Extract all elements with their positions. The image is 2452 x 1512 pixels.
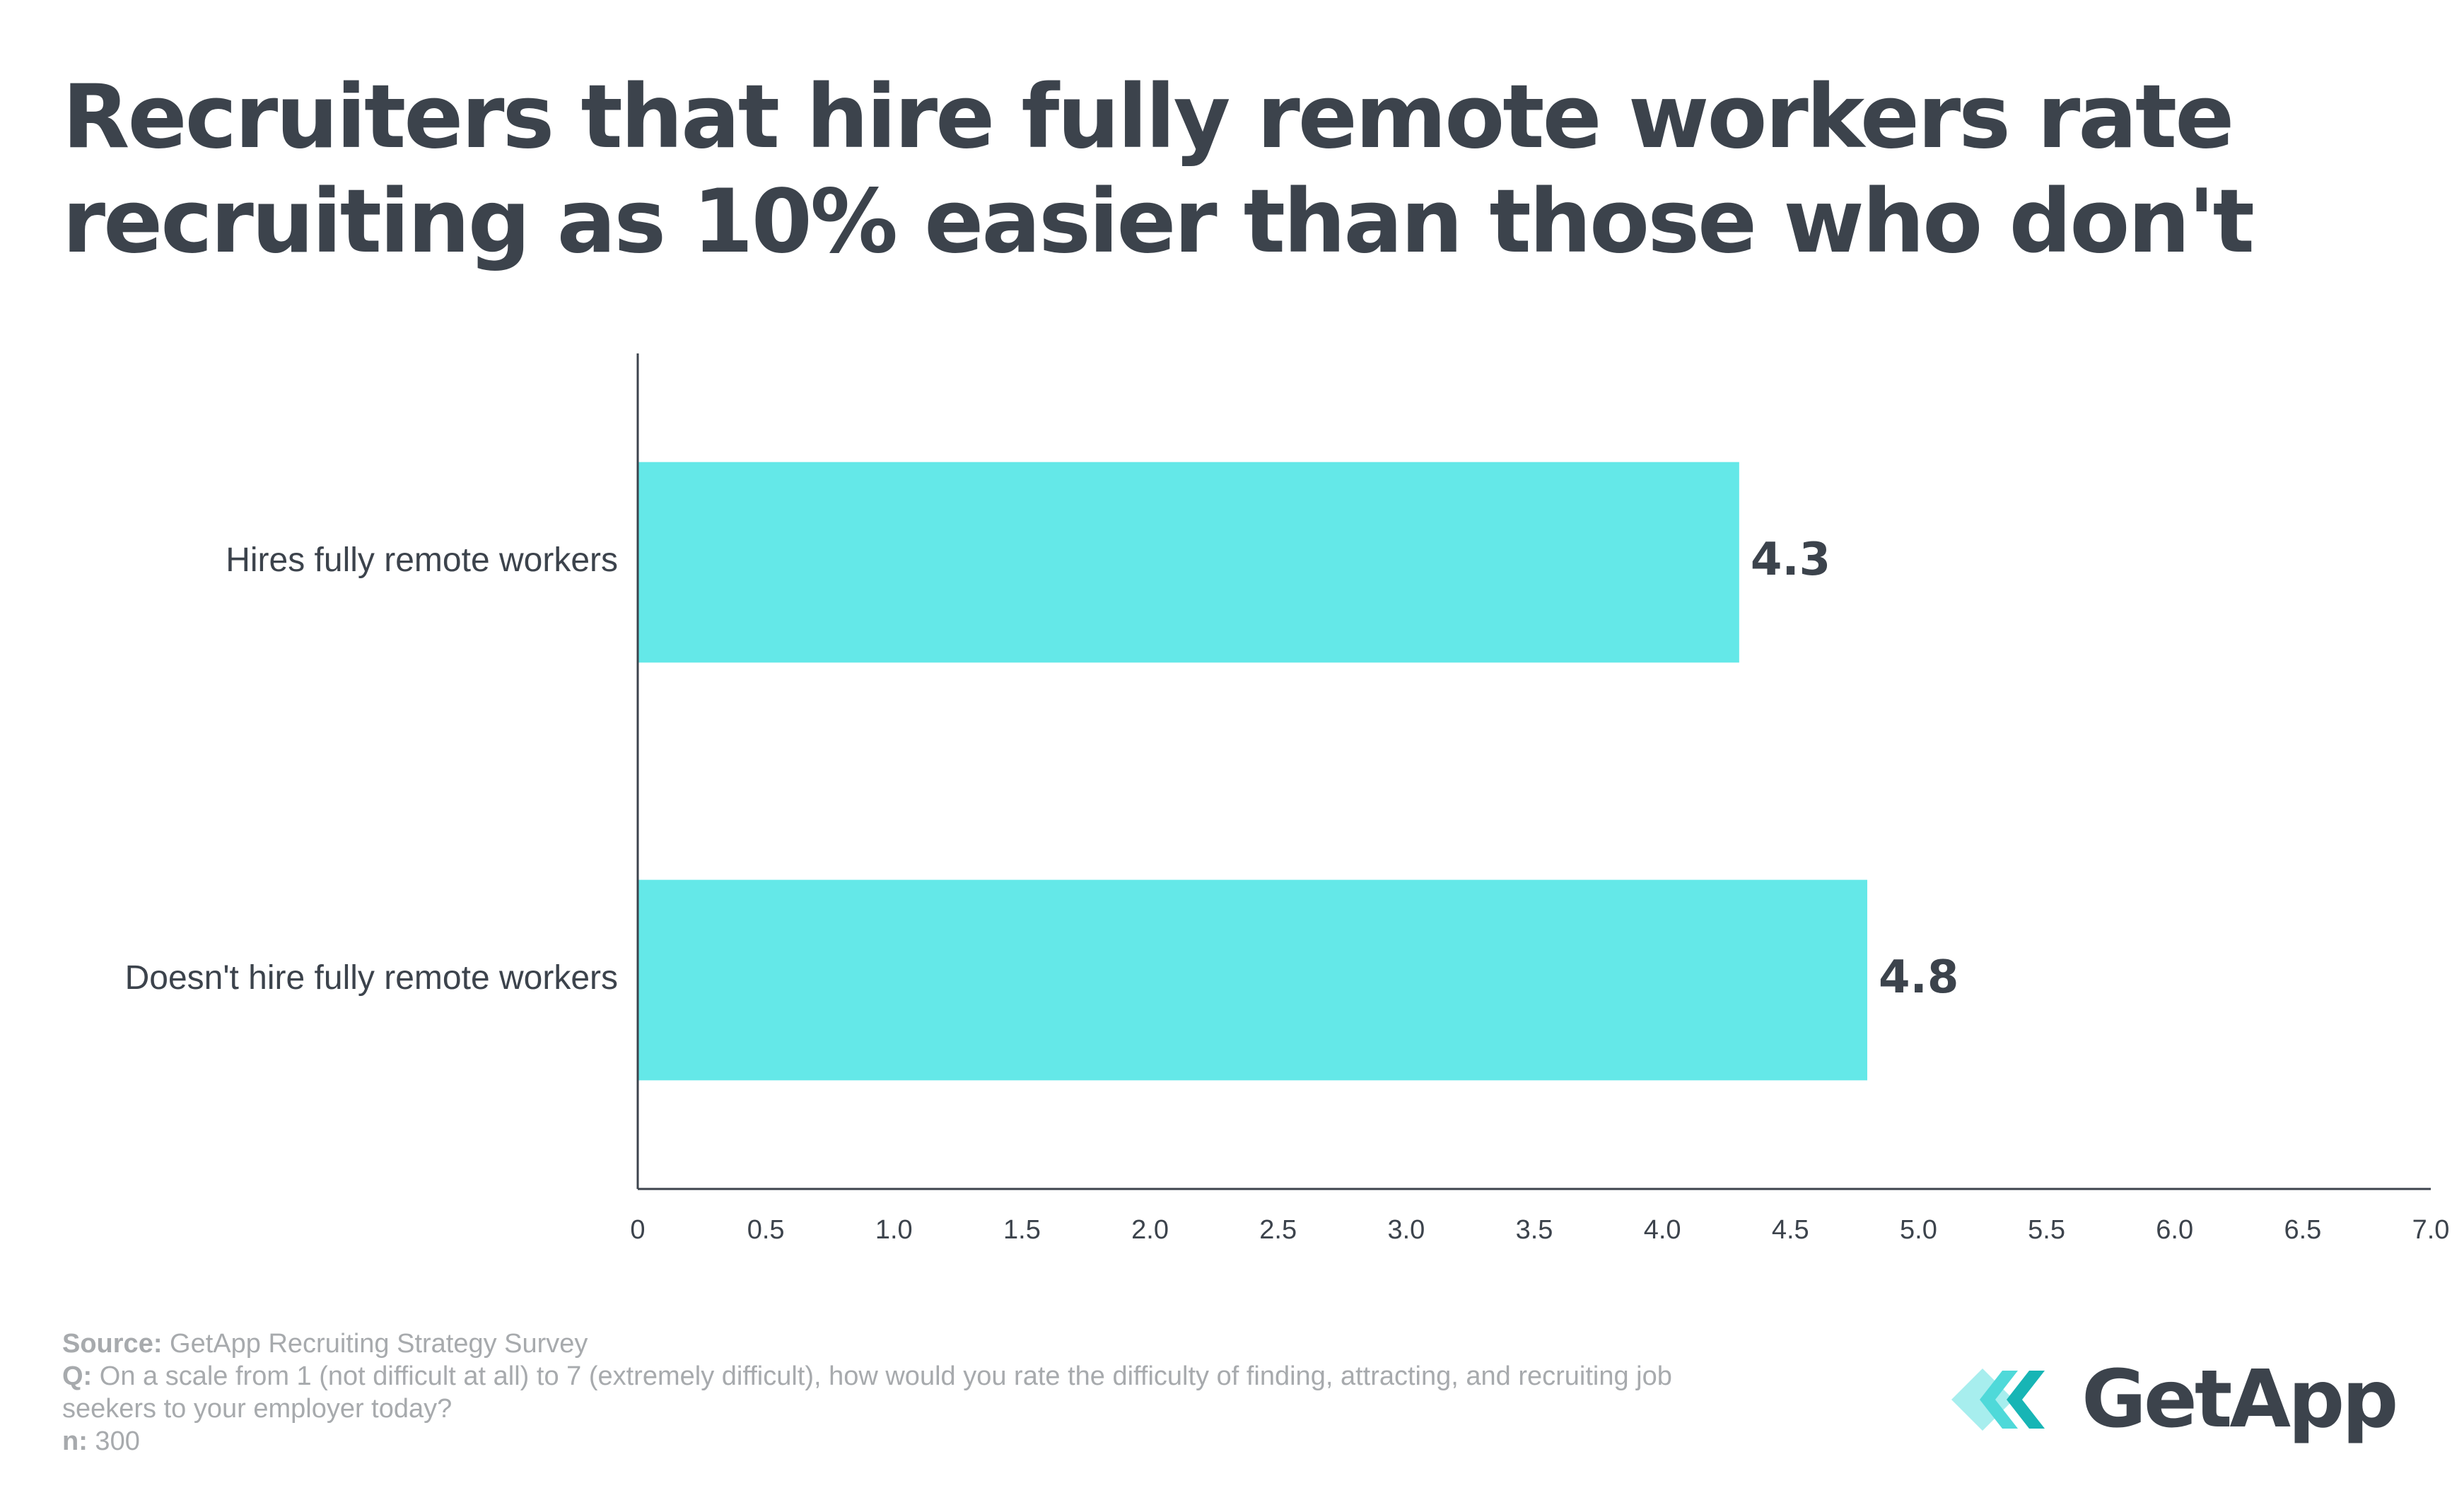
x-tick-label-12: 6.0 [2156,1215,2193,1245]
x-axis-ticks: 0 0.5 1.0 1.5 2.0 2.5 3.0 3.5 4.0 4.5 5.0 5.5 6.0 6.5… [630,1215,2449,1245]
getapp-chevrons-icon [1951,1369,2045,1431]
x-tick-label-5: 2.5 [1259,1215,1297,1245]
x-tick-label-6: 3.0 [1387,1215,1425,1245]
x-tick-label-13: 6.5 [2284,1215,2321,1245]
sample-size-line: n: 300 [62,1425,1759,1458]
x-tick-label-2: 1.0 [875,1215,913,1245]
source-text: GetApp Recruiting Strategy Survey [162,1329,588,1359]
source-label: Source: [62,1329,163,1359]
data-label-0: 4.3 [1751,534,1831,586]
data-label-1: 4.8 [1879,951,1958,1004]
x-tick-label-14: 7.0 [2412,1215,2450,1245]
labels-layer: Hires fully remote workers 4.3 Doesn't hir… [125,534,1959,1004]
bar-1 [638,879,1867,1081]
x-tick-label-4: 2.0 [1131,1215,1169,1245]
x-tick-label-0: 0 [630,1215,645,1245]
source-line: Source: GetApp Recruiting Strategy Surve… [62,1328,1759,1360]
chart-footer: Source: GetApp Recruiting Strategy Surve… [62,1328,1759,1458]
x-tick-label-10: 5.0 [1900,1215,1937,1245]
x-tick-label-9: 4.5 [1772,1215,1809,1245]
bar-0 [638,462,1739,663]
sample-size-label: n: [62,1426,88,1456]
x-tick-label-7: 3.5 [1516,1215,1553,1245]
getapp-logo: GetApp [1951,1350,2398,1449]
bars-layer [638,462,1867,1081]
category-label-1: Doesn't hire fully remote workers [125,959,618,997]
x-tick-label-3: 1.5 [1003,1215,1041,1245]
bar-chart: Hires fully remote workers 4.3 Doesn't hir… [125,353,2449,1245]
x-tick-label-1: 0.5 [747,1215,785,1245]
logo-text: GetApp [2082,1354,2398,1446]
x-tick-label-8: 4.0 [1644,1215,1681,1245]
question-text: On a scale from 1 (not difficult at all)… [62,1361,1672,1424]
category-label-0: Hires fully remote workers [226,541,618,579]
question-label: Q: [62,1361,93,1391]
x-tick-label-11: 5.5 [2028,1215,2065,1245]
sample-size-text: 300 [87,1426,140,1456]
question-line: Q: On a scale from 1 (not difficult at a… [62,1360,1759,1425]
chart-title: Recruiters that hire fully remote worker… [62,66,2255,273]
